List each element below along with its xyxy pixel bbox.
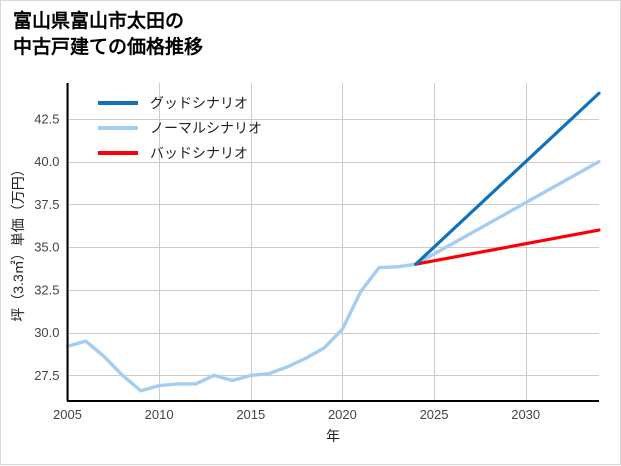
- y-tick-label: 37.5: [34, 197, 59, 212]
- legend-label: バッドシナリオ: [150, 145, 248, 161]
- y-tick-label: 27.5: [34, 368, 59, 383]
- series-group: [65, 91, 601, 393]
- y-tick-label: 32.5: [34, 282, 59, 297]
- legend-label: グッドシナリオ: [150, 95, 248, 111]
- y-tick-label: 42.5: [34, 111, 59, 126]
- y-axis-tick-labels: 27.5 30.0 32.5 35.0 37.5 40.0 42.5: [34, 111, 59, 382]
- y-tick-label: 30.0: [34, 325, 59, 340]
- y-axis-title: 坪（3.3㎡）単価（万円）: [10, 162, 26, 321]
- x-tick-label: 2030: [511, 407, 540, 422]
- series-line-good: [414, 91, 601, 266]
- chart-title-line1: 富山県富山市太田の: [13, 11, 185, 32]
- axis-spines: [66, 83, 599, 403]
- y-tick-label: 35.0: [34, 240, 59, 255]
- series-line-bad: [414, 228, 601, 266]
- x-tick-label: 2025: [420, 407, 449, 422]
- x-axis-tick-labels: 2005 2010 2015 2020 2025 2030: [53, 407, 540, 422]
- chart-title: 富山県富山市太田の 中古戸建ての価格推移: [13, 9, 203, 60]
- legend-label: ノーマルシナリオ: [150, 120, 262, 136]
- x-tick-label: 2005: [53, 407, 82, 422]
- x-tick-label: 2015: [236, 407, 265, 422]
- x-axis-title: 年: [326, 428, 340, 444]
- series-line-normal: [65, 159, 601, 393]
- x-tick-label: 2020: [328, 407, 357, 422]
- y-tick-label: 40.0: [34, 154, 59, 169]
- gridlines-group: [67, 83, 599, 401]
- x-tick-label: 2010: [145, 407, 174, 422]
- chart-title-line2: 中古戸建ての価格推移: [13, 36, 204, 58]
